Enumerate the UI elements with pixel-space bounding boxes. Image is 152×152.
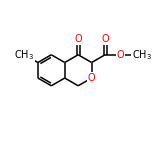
Text: O: O bbox=[117, 50, 124, 60]
Text: O: O bbox=[74, 34, 82, 44]
Text: CH$_3$: CH$_3$ bbox=[14, 48, 35, 62]
Text: O: O bbox=[101, 34, 109, 44]
Text: O: O bbox=[88, 73, 95, 83]
Text: CH$_3$: CH$_3$ bbox=[132, 48, 152, 62]
